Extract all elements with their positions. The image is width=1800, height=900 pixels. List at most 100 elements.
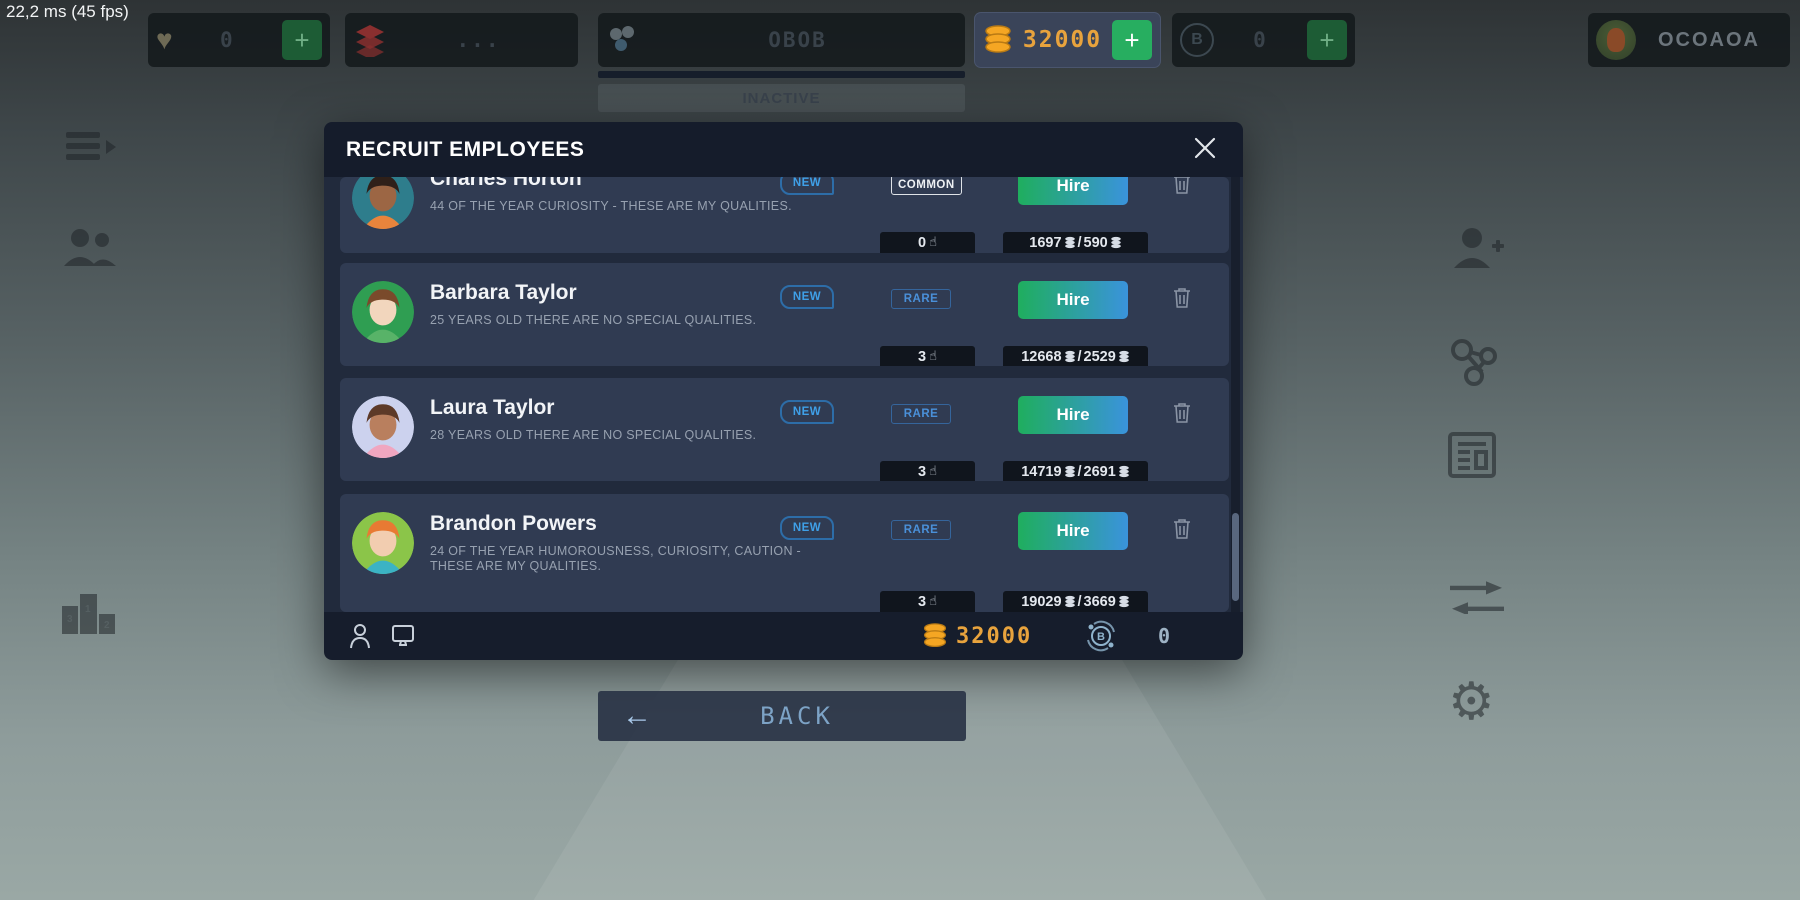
svg-text:2: 2: [104, 620, 110, 631]
coin-icon: [1119, 350, 1129, 363]
employee-name: Brandon Powers: [430, 512, 597, 535]
employee-avatar: [352, 281, 414, 343]
menu-icon[interactable]: [66, 130, 118, 164]
employee-description: 24 OF THE YEAR HUMOROUSNESS, CURIOSITY, …: [430, 544, 802, 573]
click-hand-icon: ☝: [929, 349, 937, 364]
computers-tab-icon[interactable]: [390, 624, 416, 648]
clicks-value: 0: [918, 234, 927, 251]
crypto-value: 0: [1253, 28, 1268, 52]
add-person-icon[interactable]: [1450, 224, 1506, 272]
coin-icon: [1064, 465, 1075, 478]
scrollbar-thumb[interactable]: [1232, 513, 1239, 601]
trash-icon[interactable]: [1173, 518, 1191, 542]
add-hearts-button[interactable]: +: [282, 20, 322, 60]
profile-avatar: [1596, 20, 1636, 60]
people-icon: [610, 26, 634, 51]
add-coins-button[interactable]: +: [1112, 20, 1152, 60]
employee-row: Barbara Taylor 25 YEARS OLD THERE ARE NO…: [340, 263, 1229, 366]
population-resource-box[interactable]: OBOB: [598, 13, 965, 67]
hire-button[interactable]: Hire: [1018, 396, 1128, 434]
hire-cost: 14719 / 2691: [1003, 461, 1148, 481]
coins-value: 32000: [1022, 27, 1103, 53]
employee-row: Charles Horton 44 OF THE YEAR CURIOSITY …: [340, 177, 1229, 253]
click-hand-icon: ☝: [929, 235, 937, 250]
hire-cost: 12668 / 2529: [1003, 346, 1148, 366]
hire-price: 19029: [1021, 593, 1062, 610]
profile-box[interactable]: OCOAOA: [1588, 13, 1790, 67]
coin-icon: [1064, 350, 1075, 363]
back-button[interactable]: ← BACK: [598, 691, 966, 741]
employee-avatar: [352, 177, 414, 229]
footer-crypto-value: 0: [1158, 624, 1171, 648]
hire-button[interactable]: Hire: [1018, 512, 1128, 550]
employee-name: Charles Horton: [430, 177, 582, 190]
clicks-requirement: 3 ☝: [880, 591, 975, 612]
coin-icon: [1064, 595, 1075, 608]
employee-description: 28 YEARS OLD THERE ARE NO SPECIAL QUALIT…: [430, 428, 757, 442]
news-icon[interactable]: [1446, 430, 1498, 480]
staff-icon[interactable]: [62, 226, 118, 272]
profile-name: OCOAOA: [1658, 28, 1760, 51]
employee-avatar: [352, 396, 414, 458]
back-arrow-icon: ←: [622, 699, 652, 732]
layers-icon: [356, 25, 384, 57]
coins-icon: [985, 25, 1011, 53]
footer-crypto: B 0: [1084, 619, 1170, 653]
hire-price: 1697: [1029, 234, 1062, 251]
scrollbar-track[interactable]: [1231, 177, 1240, 612]
employee-description: 25 YEARS OLD THERE ARE NO SPECIAL QUALIT…: [430, 313, 757, 327]
hire-cost: 19029 / 3669: [1003, 591, 1148, 612]
add-crypto-button[interactable]: +: [1307, 20, 1347, 60]
back-label: BACK: [760, 702, 834, 730]
employees-tab-icon[interactable]: [348, 623, 372, 649]
clicks-requirement: 3 ☝: [880, 346, 975, 366]
coins-resource-box[interactable]: 32000 +: [975, 13, 1160, 67]
employee-description: 44 OF THE YEAR CURIOSITY - THESE ARE MY …: [430, 199, 792, 213]
salary-value: 2691: [1083, 463, 1116, 480]
employee-row: Brandon Powers 24 OF THE YEAR HUMOROUSNE…: [340, 494, 1229, 612]
salary-value: 590: [1083, 234, 1108, 251]
cost-separator: /: [1077, 593, 1082, 610]
salary-value: 3669: [1083, 593, 1116, 610]
rarity-badge: RARE: [891, 289, 951, 309]
hire-button[interactable]: Hire: [1018, 177, 1128, 205]
footer-coins: 32000: [922, 621, 1032, 651]
materials-resource-box[interactable]: ...: [345, 13, 578, 67]
research-molecule-icon[interactable]: [1446, 336, 1504, 388]
hearts-resource-box[interactable]: ♥ 0 +: [148, 13, 330, 67]
employee-avatar: [352, 512, 414, 574]
transfer-arrows-icon[interactable]: [1450, 578, 1504, 614]
recruit-employees-modal: RECRUIT EMPLOYEES Charles Horton 44 OF T…: [324, 122, 1243, 660]
trash-icon[interactable]: [1173, 177, 1191, 197]
rarity-badge: RARE: [891, 404, 951, 424]
hire-price: 12668: [1021, 348, 1062, 365]
cost-separator: /: [1077, 234, 1082, 251]
ranking-podium-icon[interactable]: 3 1 2: [60, 588, 118, 634]
hire-button[interactable]: Hire: [1018, 281, 1128, 319]
modal-header: RECRUIT EMPLOYEES: [324, 122, 1243, 177]
rarity-badge: COMMON: [891, 177, 962, 195]
population-value: OBOB: [768, 28, 827, 52]
population-status: INACTIVE: [598, 84, 965, 112]
settings-gear-icon[interactable]: ⚙: [1448, 672, 1495, 732]
hearts-value: 0: [219, 28, 235, 52]
trash-icon[interactable]: [1173, 287, 1191, 311]
click-hand-icon: ☝: [929, 594, 937, 609]
employee-name: Barbara Taylor: [430, 281, 577, 304]
close-icon[interactable]: [1189, 132, 1221, 167]
coin-icon: [1110, 236, 1121, 249]
new-badge: NEW: [780, 177, 834, 195]
svg-text:B: B: [1097, 631, 1105, 643]
rarity-badge: RARE: [891, 520, 951, 540]
coin-icon: [1119, 465, 1129, 478]
crypto-resource-box[interactable]: B 0 +: [1172, 13, 1355, 67]
svg-text:1: 1: [85, 604, 91, 615]
modal-footer: 32000 B 0: [324, 612, 1243, 660]
population-status-label: INACTIVE: [742, 89, 821, 107]
new-badge: NEW: [780, 285, 834, 309]
employee-name: Laura Taylor: [430, 396, 555, 419]
clicks-value: 3: [918, 593, 927, 610]
svg-text:3: 3: [67, 614, 73, 625]
trash-icon[interactable]: [1173, 402, 1191, 426]
